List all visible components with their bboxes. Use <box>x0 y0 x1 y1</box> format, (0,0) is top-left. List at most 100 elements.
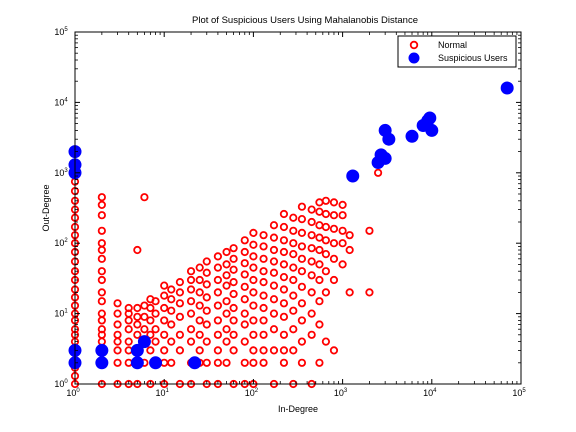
normal-point <box>329 224 339 233</box>
legend-suspicious-label: Suspicious Users <box>438 53 508 63</box>
normal-point <box>222 281 231 290</box>
normal-point <box>97 309 106 318</box>
normal-point <box>229 316 238 325</box>
normal-point <box>202 337 211 346</box>
normal-point <box>249 330 258 339</box>
normal-point <box>222 337 231 346</box>
suspicious-point <box>405 129 419 143</box>
normal-point <box>160 303 169 313</box>
normal-point <box>213 358 222 367</box>
legend-normal-marker <box>409 40 419 50</box>
suspicious-point <box>378 151 392 165</box>
suspicious-point <box>130 343 144 357</box>
normal-point <box>140 325 149 334</box>
normal-point <box>202 293 211 302</box>
normal-point <box>240 309 249 318</box>
normal-point <box>133 320 142 329</box>
normal-point <box>279 312 289 321</box>
normal-point <box>249 301 258 310</box>
normal-point <box>240 358 249 367</box>
normal-point <box>269 221 279 230</box>
normal-point <box>307 244 316 253</box>
normal-point <box>97 325 106 334</box>
normal-point <box>97 200 106 209</box>
normal-point <box>97 239 106 248</box>
normal-point <box>315 260 324 269</box>
normal-point <box>167 358 176 367</box>
normal-point <box>113 320 122 329</box>
normal-point <box>279 299 289 308</box>
normal-point <box>195 316 204 325</box>
normal-point <box>297 254 307 263</box>
normal-point <box>151 297 160 306</box>
normal-point <box>269 325 279 334</box>
normal-point <box>259 254 268 263</box>
y-tick-label: 103 <box>54 168 68 178</box>
x-tick-label: 100 <box>66 388 80 398</box>
normal-point <box>160 316 169 325</box>
normal-point <box>345 245 354 255</box>
normal-point <box>133 245 142 255</box>
normal-point <box>222 297 231 306</box>
suspicious-point <box>95 356 109 370</box>
normal-point <box>213 275 222 285</box>
normal-point <box>321 267 331 276</box>
normal-point <box>133 303 142 313</box>
normal-point <box>307 309 316 318</box>
normal-point <box>307 231 316 240</box>
normal-point <box>279 272 289 282</box>
normal-point <box>289 239 298 248</box>
normal-point <box>329 275 339 285</box>
normal-point <box>222 325 231 334</box>
suspicious-point <box>130 356 144 370</box>
normal-point <box>338 211 347 220</box>
normal-point <box>97 267 106 276</box>
normal-point <box>186 267 196 276</box>
normal-point <box>259 303 268 313</box>
normal-point <box>249 288 258 297</box>
normal-point <box>151 309 160 318</box>
x-tick-label: 102 <box>245 388 259 398</box>
x-tick-label: 104 <box>423 388 437 398</box>
suspicious-point <box>188 356 202 370</box>
normal-point <box>269 346 279 355</box>
normal-point <box>365 226 374 235</box>
normal-point <box>321 250 331 259</box>
normal-point <box>195 330 204 339</box>
normal-point <box>329 198 339 207</box>
normal-point <box>97 254 106 263</box>
normal-point <box>249 263 258 272</box>
normal-point <box>321 236 331 245</box>
normal-point <box>240 259 249 268</box>
normal-point <box>249 316 258 325</box>
suspicious-point <box>346 169 360 183</box>
normal-point <box>269 281 279 290</box>
normal-point <box>213 330 222 339</box>
normal-point <box>269 309 279 318</box>
normal-point <box>329 254 339 263</box>
normal-point <box>195 263 204 272</box>
x-axis-label: In-Degree <box>278 404 318 414</box>
normal-point <box>307 257 316 266</box>
normal-point <box>124 303 133 313</box>
normal-point <box>321 209 331 219</box>
normal-point <box>186 325 196 334</box>
normal-point <box>175 330 185 339</box>
normal-point <box>329 211 339 220</box>
normal-point <box>175 299 185 308</box>
normal-point <box>297 358 307 367</box>
normal-point <box>124 337 133 346</box>
normal-point <box>222 247 231 257</box>
normal-point <box>229 330 238 339</box>
y-tick-label: 101 <box>54 309 68 319</box>
normal-point <box>213 301 222 310</box>
y-axis-label: Out-Degree <box>41 184 51 231</box>
normal-point <box>186 275 196 285</box>
normal-point <box>240 320 249 329</box>
normal-point <box>297 282 307 291</box>
normal-point <box>140 193 149 202</box>
normal-point <box>279 285 289 294</box>
normal-point <box>124 325 133 334</box>
normal-point <box>213 316 222 325</box>
normal-point <box>297 242 307 251</box>
